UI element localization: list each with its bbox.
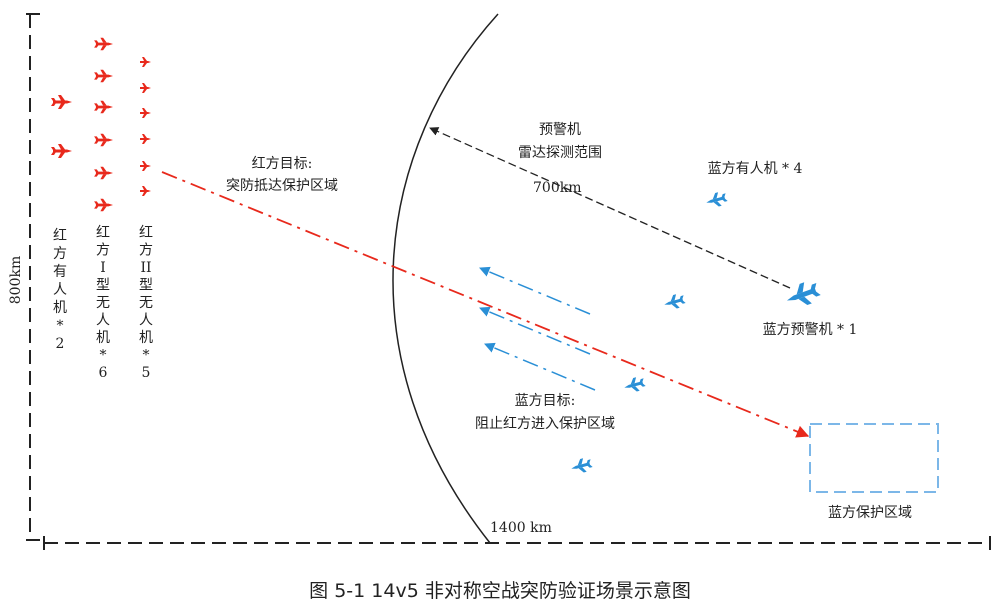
vertical-label-char: 红 xyxy=(96,225,110,241)
horizontal-dimension-line xyxy=(43,536,991,550)
red-drone-icon xyxy=(140,186,151,196)
blue-intercept-arrows xyxy=(479,266,596,391)
vertical-label-char: 型 xyxy=(139,278,153,294)
radar-range-arc xyxy=(392,13,499,544)
red-fighter-icon xyxy=(51,95,72,109)
vertical-label-char: 有 xyxy=(53,264,67,280)
red-drone-icon xyxy=(140,134,151,144)
awacs-icon xyxy=(783,278,823,311)
vertical-label-char: 5 xyxy=(142,365,151,381)
blue-manned-label: 蓝方有人机 * 4 xyxy=(708,161,803,177)
vertical-label-char: 6 xyxy=(99,365,108,381)
red-uav2-group xyxy=(140,57,151,196)
blue-fighter-icon xyxy=(662,292,687,312)
blue-protect-area-label: 蓝方保护区域 xyxy=(828,505,912,521)
vertical-label-char: II xyxy=(140,260,151,276)
vertical-label-char: 机 xyxy=(96,330,110,346)
vertical-dimension-line xyxy=(26,13,40,541)
vertical-label-char: 人 xyxy=(53,282,67,298)
red-fighter-icon xyxy=(94,69,113,83)
radar-title-line1: 预警机 xyxy=(539,122,581,138)
vertical-label-char: I xyxy=(100,260,106,276)
red-goal-line1: 红方目标: xyxy=(252,156,313,172)
vertical-label-char: * xyxy=(143,348,150,364)
red-drone-icon xyxy=(140,83,151,93)
vertical-label-char: 机 xyxy=(53,300,67,316)
radar-range-label: 700km xyxy=(533,180,581,196)
blue-fighter-icon xyxy=(569,456,594,476)
red-fighter-icon xyxy=(94,198,113,212)
radar-title-line2: 雷达探测范围 xyxy=(518,144,602,161)
red-drone-icon xyxy=(140,108,151,118)
red-manned-group xyxy=(51,95,72,158)
vertical-dimension-label: 800km xyxy=(8,256,24,304)
blue-awacs-label: 蓝方预警机 * 1 xyxy=(763,322,858,338)
radar-range-arrow xyxy=(429,127,791,289)
vertical-label-char: 人 xyxy=(139,313,153,329)
vertical-label-char: 2 xyxy=(56,336,65,352)
vertical-label-char: * xyxy=(100,348,107,364)
blue-goal-line1: 蓝方目标: xyxy=(515,393,576,409)
blue-fighter-icon xyxy=(704,190,729,210)
red-drone-icon xyxy=(140,57,151,67)
vertical-label-char: 方 xyxy=(96,243,110,259)
vertical-label-char: 人 xyxy=(96,313,110,329)
blue-goal-line2: 阻止红方进入保护区域 xyxy=(475,416,615,432)
red-fighter-icon xyxy=(94,100,113,114)
vertical-label-char: 方 xyxy=(53,246,67,262)
red-fighter-icon xyxy=(94,166,113,180)
vertical-label-char: 无 xyxy=(139,295,153,311)
vertical-label-char: 无 xyxy=(96,295,110,311)
red-goal-line2: 突防抵达保护区域 xyxy=(226,178,338,194)
vertical-label-char: 红 xyxy=(53,228,67,244)
red-fighter-icon xyxy=(94,133,113,147)
blue-fighters xyxy=(569,190,729,476)
red-uav1-group xyxy=(94,37,113,212)
red-fighter-icon xyxy=(51,144,72,158)
vertical-label-char: 型 xyxy=(96,278,110,294)
blue-fighter-icon xyxy=(622,375,647,395)
figure-caption: 图 5-1 14v5 非对称空战突防验证场景示意图 xyxy=(309,580,691,602)
red-attack-route xyxy=(161,171,810,438)
red-fighter-icon xyxy=(94,37,113,51)
blue-protect-area xyxy=(809,423,939,493)
red-drone-icon xyxy=(140,161,151,171)
vertical-label-char: 方 xyxy=(139,243,153,259)
vertical-label-char: * xyxy=(57,318,64,334)
vertical-label-char: 红 xyxy=(139,225,153,241)
vertical-label-char: 机 xyxy=(139,330,153,346)
horizontal-dimension-label: 1400 km xyxy=(490,520,552,536)
